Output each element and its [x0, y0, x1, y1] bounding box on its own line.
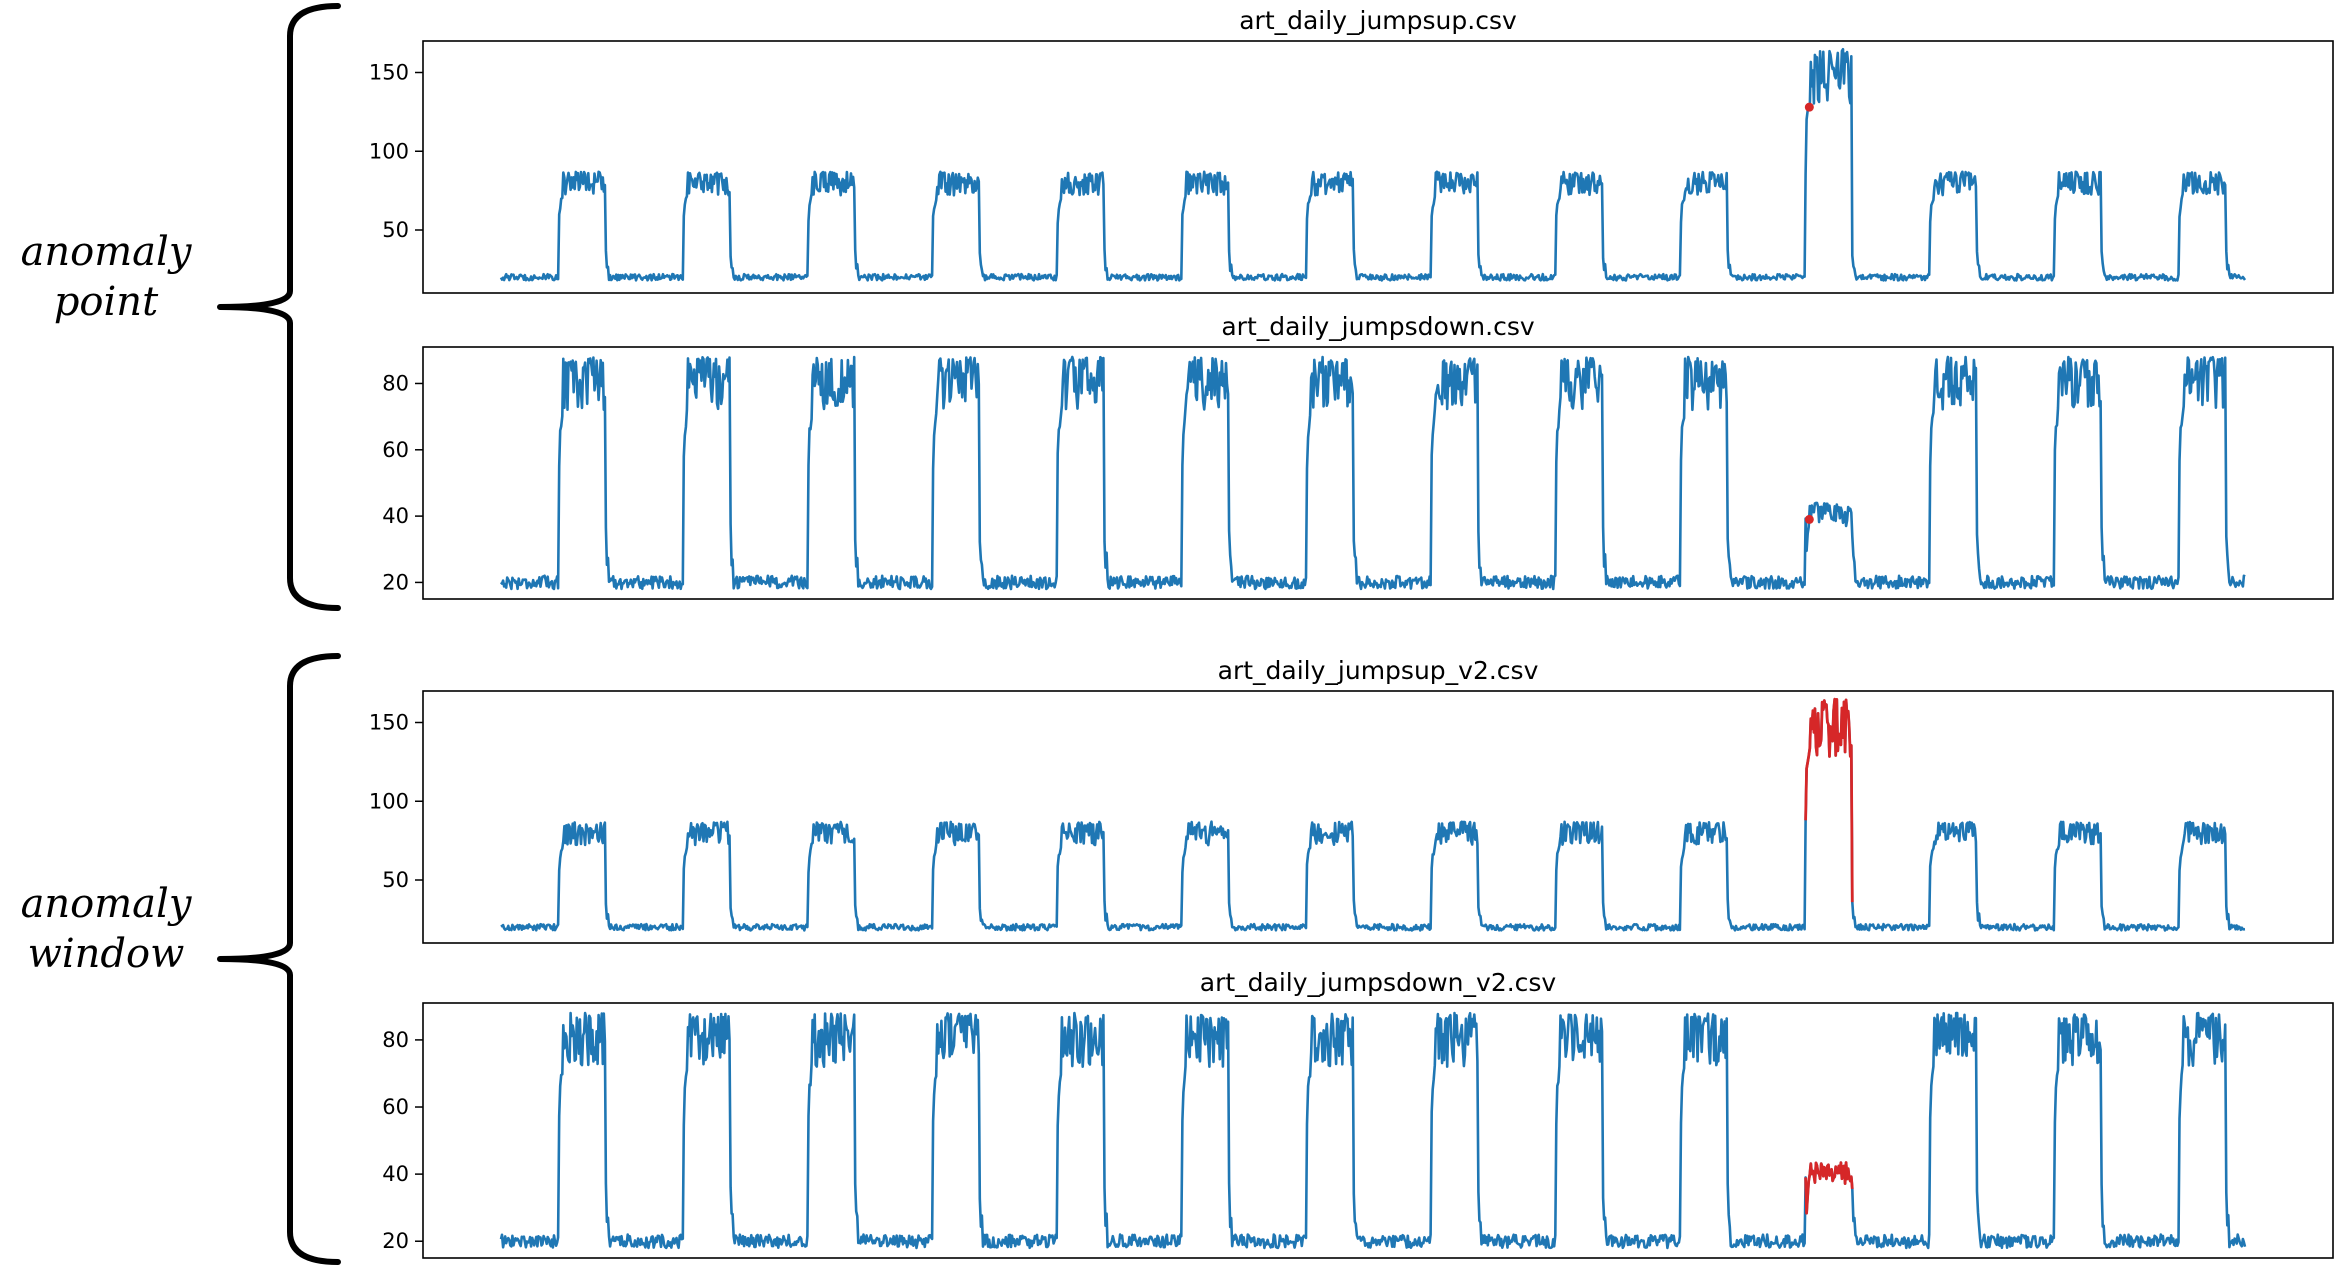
- group-label-line: anomaly: [21, 229, 193, 275]
- chart-panels: art_daily_jumpsup.csv50100150art_daily_j…: [369, 6, 2334, 1259]
- anomaly-point-marker: [1804, 514, 1814, 524]
- series-line: [499, 355, 2246, 591]
- chart-title: art_daily_jumpsdown_v2.csv: [1200, 968, 1557, 997]
- group-label-line: anomaly: [21, 881, 193, 927]
- y-tick-label: 60: [382, 438, 409, 462]
- y-tick-label: 20: [382, 570, 409, 594]
- y-tick-label: 40: [382, 1162, 409, 1186]
- y-tick-label: 100: [369, 139, 409, 163]
- y-tick-label: 50: [382, 218, 409, 242]
- curly-brace: [217, 3, 341, 611]
- chart-title: art_daily_jumpsup.csv: [1239, 6, 1517, 35]
- y-tick-label: 40: [382, 504, 409, 528]
- chart-panel-4: art_daily_jumpsdown_v2.csv 20 40 60 80: [382, 968, 2334, 1259]
- y-tick-label: 50: [382, 868, 409, 892]
- anomaly-point-marker: [1804, 102, 1814, 112]
- curly-brace: [217, 653, 341, 1265]
- y-tick-label: 100: [369, 789, 409, 813]
- y-tick-label: 80: [382, 1028, 409, 1052]
- axes-frame: [422, 346, 2334, 600]
- chart-panel-3: art_daily_jumpsup_v2.csv 50 100 150: [369, 656, 2334, 944]
- chart-panel-1: art_daily_jumpsup.csv 50 100 150: [369, 6, 2334, 294]
- y-tick-label: 150: [369, 711, 409, 735]
- axes-frame: [422, 40, 2334, 294]
- series-line: [499, 47, 2247, 282]
- anomaly-window-line: [1804, 1161, 1854, 1215]
- series-line: [499, 1011, 2247, 1250]
- anomaly-window-line: [1804, 697, 1854, 903]
- chart-title: art_daily_jumpsup_v2.csv: [1218, 656, 1539, 685]
- chart-title: art_daily_jumpsdown.csv: [1221, 312, 1534, 341]
- y-tick-label: 80: [382, 371, 409, 395]
- axes-frame: [422, 1002, 2334, 1259]
- y-tick-label: 60: [382, 1095, 409, 1119]
- y-tick-label: 150: [369, 61, 409, 85]
- series-line: [500, 697, 2246, 932]
- group-label-line: window: [28, 931, 185, 977]
- axes-frame: [422, 690, 2334, 944]
- group-label-line: point: [54, 279, 159, 325]
- chart-panel-2: art_daily_jumpsdown.csv 20 40 60 80: [382, 312, 2334, 600]
- y-tick-label: 20: [382, 1229, 409, 1253]
